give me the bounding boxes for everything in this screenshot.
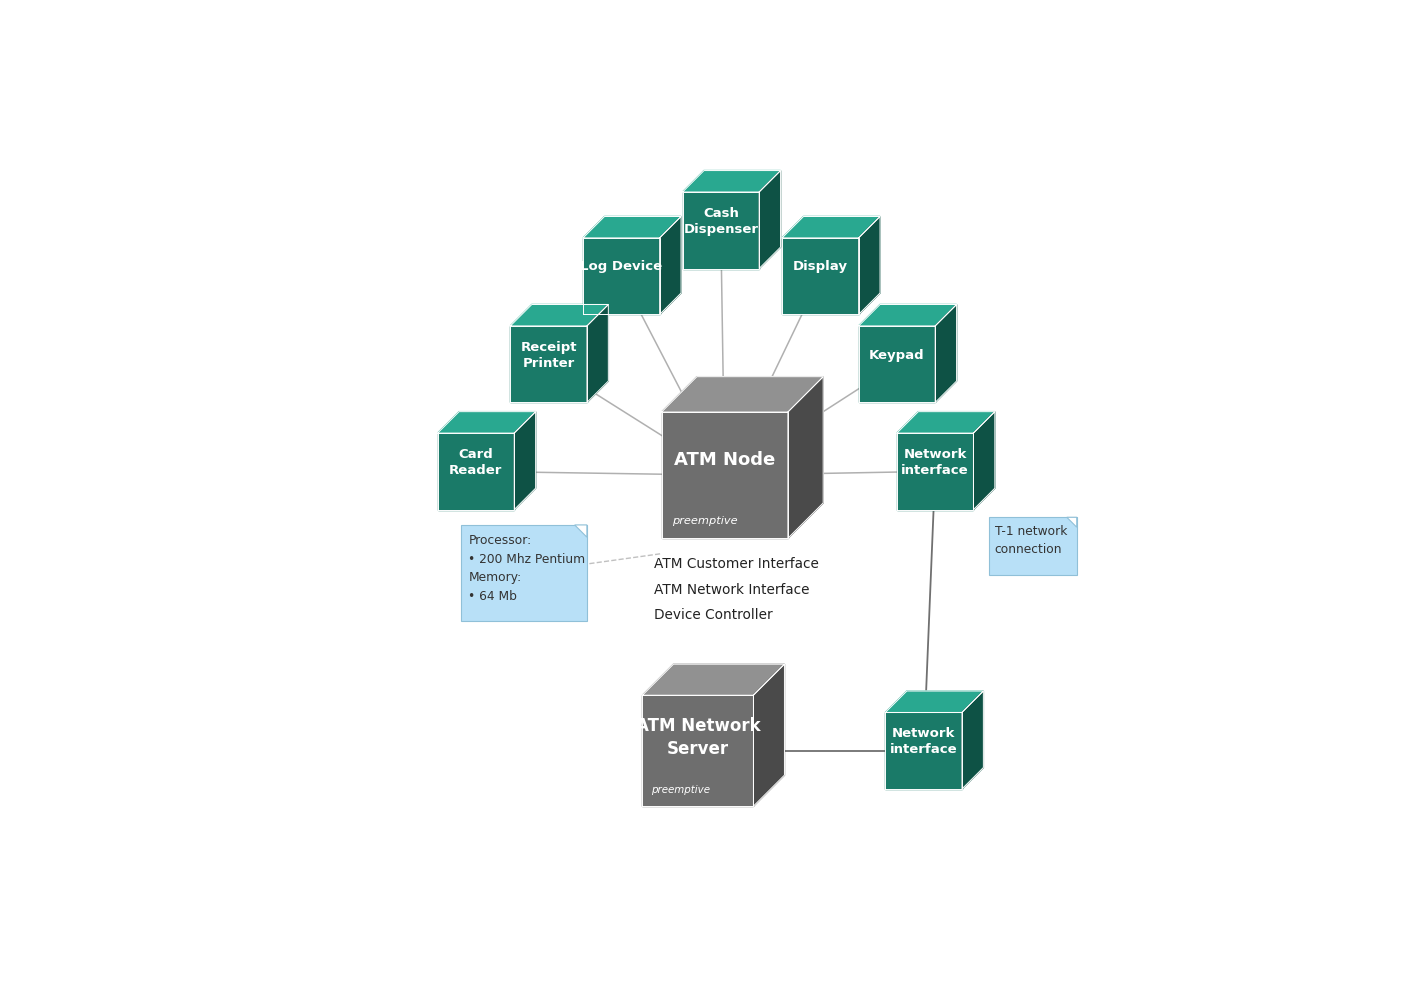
Polygon shape	[642, 695, 754, 806]
Polygon shape	[583, 217, 682, 238]
Text: Log Device: Log Device	[580, 260, 662, 273]
Polygon shape	[885, 713, 962, 789]
Polygon shape	[438, 412, 536, 433]
Polygon shape	[659, 217, 682, 314]
Polygon shape	[438, 433, 515, 510]
Text: ATM Customer Interface: ATM Customer Interface	[653, 558, 819, 572]
Text: ATM Network
Server: ATM Network Server	[635, 718, 761, 757]
Text: Device Controller: Device Controller	[653, 608, 772, 622]
Polygon shape	[759, 171, 781, 268]
Polygon shape	[754, 664, 785, 806]
Polygon shape	[858, 304, 957, 326]
Polygon shape	[935, 304, 957, 403]
Polygon shape	[583, 238, 659, 314]
Polygon shape	[896, 433, 973, 510]
Polygon shape	[788, 377, 823, 539]
Polygon shape	[1066, 517, 1076, 527]
Polygon shape	[885, 691, 983, 713]
Text: preemptive: preemptive	[652, 785, 710, 795]
Polygon shape	[662, 413, 788, 539]
Polygon shape	[683, 171, 781, 192]
Polygon shape	[858, 217, 880, 314]
FancyBboxPatch shape	[461, 525, 587, 620]
Polygon shape	[510, 304, 608, 326]
Text: Processor:
• 200 Mhz Pentium
Memory:
• 64 Mb: Processor: • 200 Mhz Pentium Memory: • 6…	[468, 534, 585, 602]
Text: T-1 network
connection: T-1 network connection	[995, 525, 1068, 557]
Polygon shape	[662, 377, 823, 413]
Polygon shape	[962, 691, 983, 789]
FancyBboxPatch shape	[988, 517, 1076, 575]
Text: Keypad: Keypad	[870, 349, 925, 362]
Text: Network
interface: Network interface	[889, 727, 957, 756]
Text: Receipt
Printer: Receipt Printer	[520, 341, 577, 370]
Polygon shape	[642, 664, 785, 695]
Polygon shape	[858, 326, 935, 403]
Text: Network
interface: Network interface	[901, 447, 969, 477]
Polygon shape	[782, 238, 858, 314]
Text: Display: Display	[793, 260, 848, 273]
Text: preemptive: preemptive	[672, 516, 737, 526]
Text: ATM Network Interface: ATM Network Interface	[653, 582, 809, 596]
Polygon shape	[587, 304, 608, 403]
Polygon shape	[683, 192, 759, 268]
Text: Card
Reader: Card Reader	[450, 447, 502, 477]
Polygon shape	[515, 412, 536, 510]
Text: ATM Node: ATM Node	[674, 451, 775, 469]
Polygon shape	[782, 217, 880, 238]
Polygon shape	[510, 326, 587, 403]
Polygon shape	[973, 412, 995, 510]
Text: Cash
Dispenser: Cash Dispenser	[683, 207, 758, 236]
Polygon shape	[896, 412, 995, 433]
Polygon shape	[574, 525, 587, 537]
